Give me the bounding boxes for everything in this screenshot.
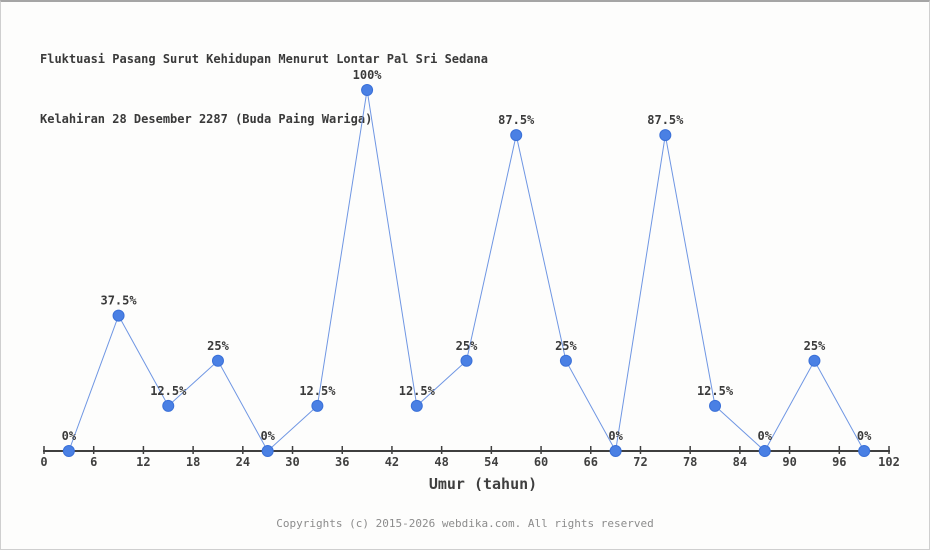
copyright-footer: Copyrights (c) 2015-2026 webdika.com. Al… xyxy=(276,517,654,530)
data-point-label: 25% xyxy=(555,339,577,353)
data-point-label: 12.5% xyxy=(697,384,734,398)
data-point-label: 12.5% xyxy=(150,384,187,398)
x-tick-label: 102 xyxy=(878,455,900,469)
x-tick-label: 66 xyxy=(584,455,598,469)
data-point xyxy=(709,399,722,412)
x-tick-label: 96 xyxy=(832,455,846,469)
data-point-label: 87.5% xyxy=(647,113,684,127)
data-point xyxy=(112,309,125,322)
x-tick-label: 42 xyxy=(385,455,399,469)
data-point xyxy=(609,445,622,457)
data-point-label: 25% xyxy=(456,339,478,353)
x-tick-label: 0 xyxy=(40,455,47,469)
x-tick-label: 60 xyxy=(534,455,548,469)
data-line xyxy=(68,89,865,453)
data-point xyxy=(361,84,374,96)
data-point xyxy=(858,445,871,457)
chart-title: Fluktuasi Pasang Surut Kehidupan Menurut… xyxy=(40,9,488,169)
data-point-label: 25% xyxy=(207,339,229,353)
data-point xyxy=(460,354,473,367)
x-tick-label: 90 xyxy=(782,455,796,469)
data-point-label: 87.5% xyxy=(498,113,535,127)
data-point-label: 12.5% xyxy=(299,384,336,398)
data-point-label: 37.5% xyxy=(100,294,137,308)
data-point-label: 0% xyxy=(608,429,623,443)
data-point xyxy=(808,354,821,367)
x-tick-label: 84 xyxy=(733,455,747,469)
data-point xyxy=(410,399,423,412)
data-point xyxy=(261,445,274,457)
data-point xyxy=(162,399,175,412)
x-tick-label: 48 xyxy=(434,455,448,469)
data-point-label: 0% xyxy=(62,429,77,443)
x-tick-label: 6 xyxy=(90,455,97,469)
x-tick-label: 54 xyxy=(484,455,498,469)
x-tick-label: 78 xyxy=(683,455,697,469)
data-point xyxy=(659,129,672,142)
data-point-label: 0% xyxy=(857,429,872,443)
x-tick-label: 18 xyxy=(186,455,200,469)
x-tick-label: 30 xyxy=(285,455,299,469)
data-point xyxy=(559,354,572,367)
chart-title-line1: Fluktuasi Pasang Surut Kehidupan Menurut… xyxy=(40,52,488,66)
data-point xyxy=(510,129,523,142)
data-point-label: 25% xyxy=(804,339,826,353)
data-point xyxy=(311,399,324,412)
data-point-label: 100% xyxy=(353,68,383,82)
x-axis-title: Umur (tahun) xyxy=(428,475,538,493)
data-point-label: 0% xyxy=(758,429,773,443)
chart-title-line2: Kelahiran 28 Desember 2287 (Buda Paing W… xyxy=(40,112,373,126)
x-tick-label: 12 xyxy=(136,455,150,469)
data-point-label: 12.5% xyxy=(399,384,436,398)
data-point xyxy=(62,445,75,457)
data-point-label: 0% xyxy=(260,429,275,443)
data-point xyxy=(758,445,771,457)
x-tick-label: 72 xyxy=(633,455,647,469)
x-tick-label: 36 xyxy=(335,455,349,469)
data-point xyxy=(211,354,224,367)
x-tick-label: 24 xyxy=(236,455,250,469)
